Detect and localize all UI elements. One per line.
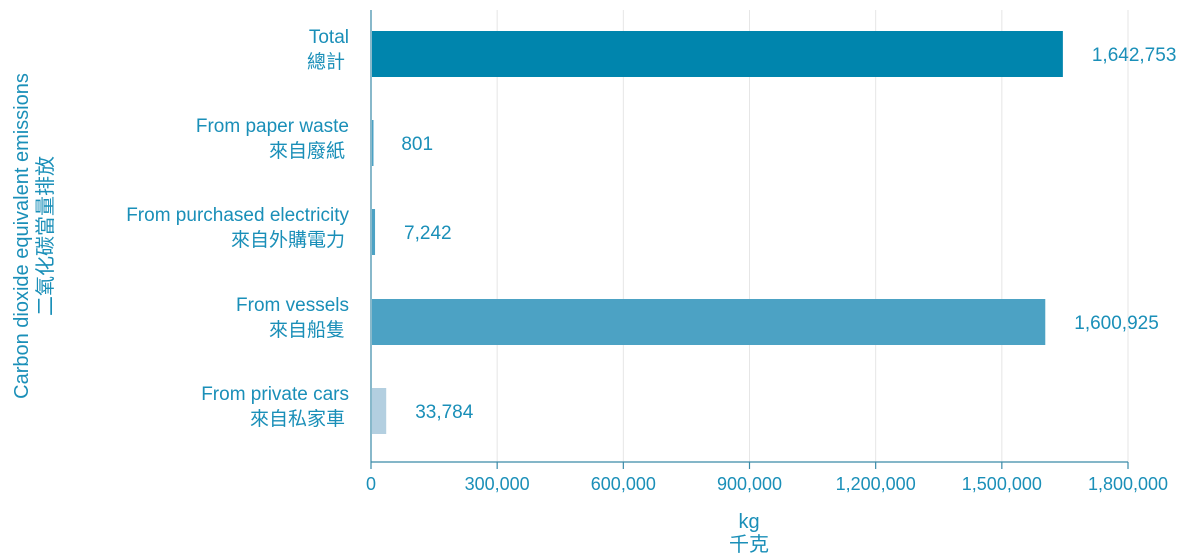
- bar: [372, 209, 376, 255]
- x-tick-label: 600,000: [591, 474, 656, 494]
- x-axis-title-en: kg: [738, 511, 759, 533]
- category-label-en: From private cars: [201, 384, 349, 405]
- category-label-zh: 來自船隻: [269, 319, 345, 341]
- y-axis-title-en: Carbon dioxide equivalent emissions: [11, 73, 33, 399]
- x-axis-title-zh: 千克: [729, 533, 769, 556]
- y-axis-title: Carbon dioxide equivalent emissions 二氧化碳…: [11, 73, 57, 399]
- grid-lines: [496, 10, 1129, 462]
- category-label-en: From paper waste: [196, 116, 349, 137]
- category-label-en: From vessels: [236, 295, 349, 316]
- x-tick-label: 1,500,000: [962, 474, 1042, 494]
- x-tick-label: 900,000: [717, 474, 782, 494]
- x-axis-title: kg 千克: [729, 511, 769, 556]
- category-label-zh: 總計: [307, 51, 345, 73]
- bars: [372, 31, 1063, 434]
- category-label-en: From purchased electricity: [126, 205, 349, 226]
- value-label: 1,600,925: [1074, 313, 1159, 334]
- category-label-zh: 來自私家車: [250, 408, 345, 430]
- x-tick-label: 1,200,000: [836, 474, 916, 494]
- category-label-zh: 來自外購電力: [231, 229, 345, 251]
- axes: [370, 10, 1129, 469]
- y-axis-title-zh: 二氧化碳當量排放: [34, 156, 57, 316]
- x-tick-labels: 0 300,000 600,000 900,000 1,200,000 1,500,000…: [366, 474, 1168, 494]
- value-label: 7,242: [404, 223, 452, 244]
- category-label-en: Total: [309, 27, 349, 48]
- value-labels: 1,642,753 801 7,242 1,600,925 33,784: [401, 45, 1176, 423]
- bar: [372, 120, 374, 166]
- bar: [372, 299, 1046, 345]
- x-tick-label: 1,800,000: [1088, 474, 1168, 494]
- bar: [372, 388, 387, 434]
- category-label-zh: 來自廢紙: [269, 140, 345, 162]
- value-label: 33,784: [415, 402, 474, 423]
- x-tick-label: 0: [366, 474, 376, 494]
- category-labels: Total 總計 From paper waste 來自廢紙 From purchase…: [126, 27, 349, 430]
- bar: [372, 31, 1063, 77]
- x-tick-label: 300,000: [465, 474, 530, 494]
- value-label: 801: [401, 134, 433, 155]
- value-label: 1,642,753: [1092, 45, 1177, 66]
